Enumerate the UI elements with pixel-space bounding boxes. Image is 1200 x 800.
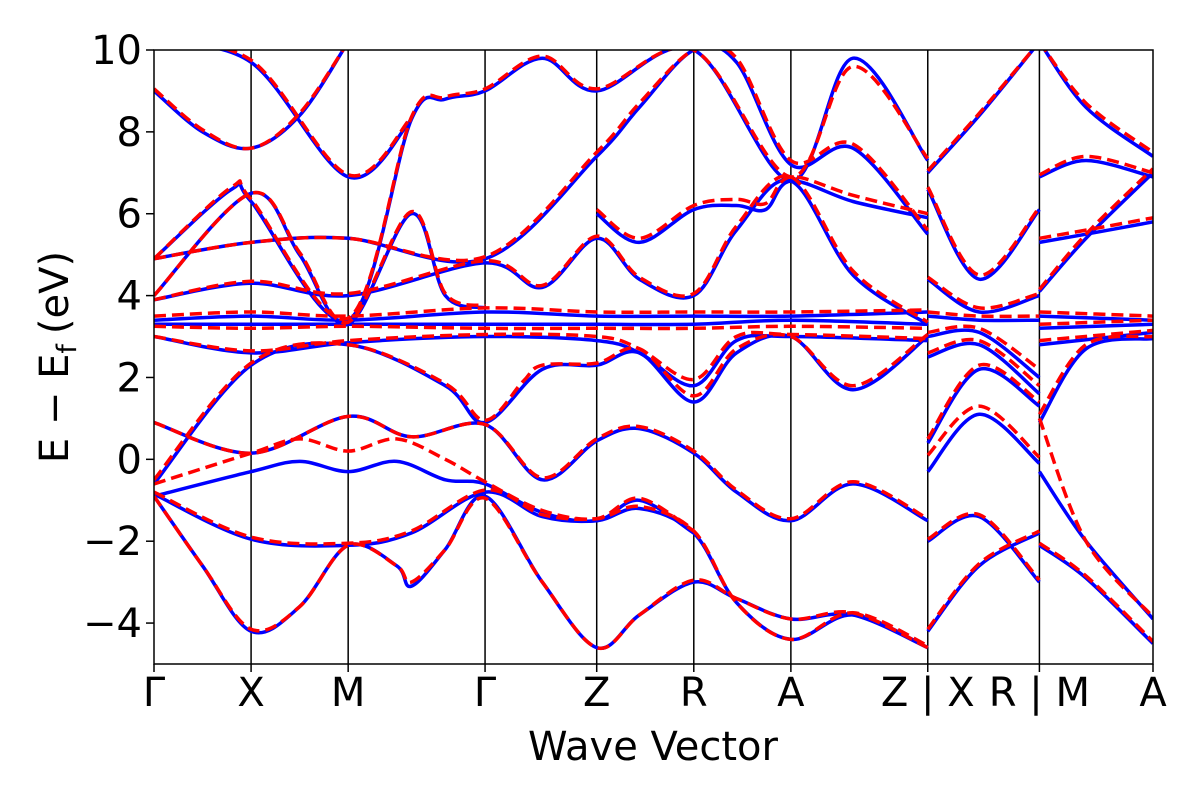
band-line [1039, 318, 1153, 327]
band-line [1038, 167, 1153, 291]
band-line [1039, 328, 1153, 343]
band-line [926, 511, 1041, 582]
band-line [1039, 314, 1153, 322]
band-line [927, 341, 1041, 396]
band-line [1039, 216, 1153, 241]
band-line [595, 175, 929, 241]
band-line [154, 50, 346, 151]
band-line [927, 314, 1040, 323]
y-tick-label: −2 [83, 519, 142, 565]
band-line [1039, 220, 1153, 245]
band-line [154, 310, 928, 322]
band-line [216, 50, 413, 180]
band-series-1 [154, 50, 1153, 651]
band-line [223, 50, 413, 178]
band-line [1043, 50, 1153, 154]
band-line [154, 414, 929, 521]
band-line [154, 190, 486, 325]
y-axis-label-sub: f [52, 343, 83, 354]
band-line [154, 414, 929, 523]
band-line [154, 459, 695, 535]
x-tick-label: M [331, 670, 366, 716]
band-line [1037, 417, 1153, 619]
plot-frame [153, 49, 1154, 665]
x-axis-label: Wave Vector [528, 724, 779, 770]
band-line [154, 437, 695, 533]
y-tick-label: 8 [117, 110, 142, 156]
x-tick-label: R [680, 670, 708, 716]
x-tick-label: X [237, 670, 264, 716]
band-line [1037, 336, 1153, 424]
band-line [154, 330, 928, 382]
band-line [927, 324, 1041, 371]
band-line [927, 328, 1041, 379]
band-line [926, 186, 1041, 277]
band-line [926, 366, 1041, 444]
x-tick-label: A [777, 670, 805, 716]
x-tick-label: R | M [989, 670, 1090, 716]
band-line [154, 333, 929, 486]
bands-layer [154, 50, 1153, 651]
band-line [1038, 158, 1153, 179]
band-line [1038, 171, 1153, 293]
y-axis-label-main: E − E [32, 354, 78, 464]
band-line [1039, 310, 1153, 318]
band-line [1038, 541, 1153, 643]
band-line [154, 306, 928, 318]
band-line [154, 174, 929, 324]
band-line [595, 179, 929, 245]
y-tick-label: 10 [91, 28, 142, 74]
x-tick-label: Z | X [881, 670, 975, 716]
x-tick-label: Z [583, 670, 610, 716]
band-line [1037, 334, 1153, 416]
band-line [926, 531, 1041, 633]
band-line [154, 495, 929, 651]
band-line [154, 494, 929, 651]
band-line [154, 488, 929, 648]
band-line [926, 529, 1041, 631]
y-tick-label: 0 [117, 437, 142, 483]
band-line [1037, 470, 1153, 621]
band-line [926, 404, 1041, 459]
band-line [927, 310, 1040, 319]
y-axis-label: E − Ef (eV) [32, 251, 83, 463]
x-axis: Γ X M Γ Z R A Z | X R | M A [143, 664, 1167, 716]
y-axis: −4 −2 0 2 4 6 8 10 [83, 28, 154, 647]
y-tick-label: 6 [117, 192, 142, 238]
band-line [154, 50, 930, 321]
band-line [154, 333, 928, 388]
band-line [926, 275, 1040, 310]
y-axis-label-unit: (eV) [32, 251, 78, 334]
x-tick-label: Γ [474, 670, 497, 716]
band-line [154, 324, 928, 331]
x-tick-label: A [1139, 670, 1167, 716]
y-tick-label: −4 [83, 601, 142, 647]
band-line [154, 50, 930, 263]
band-line [926, 412, 1041, 473]
band-line [1038, 543, 1153, 645]
x-tick-label: Γ [143, 670, 166, 716]
band-line [1042, 50, 1153, 158]
band-line [1039, 322, 1153, 331]
band-line [927, 337, 1041, 388]
band-line [926, 50, 1035, 172]
band-line [926, 362, 1041, 440]
y-tick-label: 2 [117, 355, 142, 401]
y-tick-label: 4 [117, 274, 142, 320]
band-line [926, 277, 1040, 314]
band-line [154, 318, 928, 327]
